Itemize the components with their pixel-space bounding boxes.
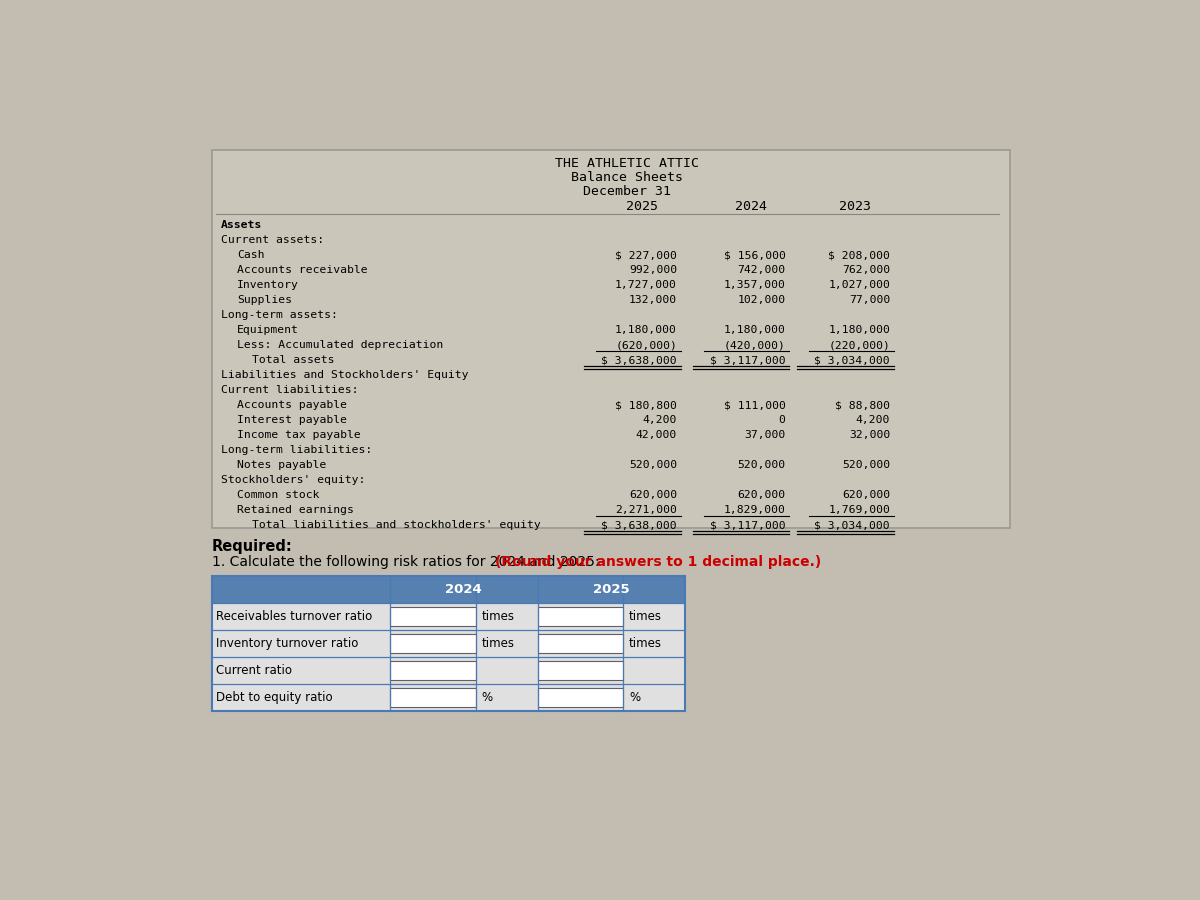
Text: 1,180,000: 1,180,000 [724,325,786,335]
Text: $ 180,800: $ 180,800 [616,400,677,410]
Text: 2025: 2025 [593,583,630,596]
Text: $ 3,638,000: $ 3,638,000 [601,356,677,365]
Text: $ 3,034,000: $ 3,034,000 [815,520,890,530]
Text: $ 111,000: $ 111,000 [724,400,786,410]
Text: Receivables turnover ratio: Receivables turnover ratio [216,610,372,623]
Text: Notes payable: Notes payable [236,460,326,471]
Bar [212,684,685,711]
Text: 0: 0 [779,415,786,425]
Text: Income tax payable: Income tax payable [236,430,360,440]
Bar [390,661,475,680]
Text: 620,000: 620,000 [629,491,677,500]
Text: Stockholders' equity:: Stockholders' equity: [221,475,366,485]
Text: 1,180,000: 1,180,000 [616,325,677,335]
Text: (Round your answers to 1 decimal place.): (Round your answers to 1 decimal place.) [496,555,822,570]
Text: 1,769,000: 1,769,000 [828,505,890,516]
Text: 620,000: 620,000 [737,491,786,500]
Text: 992,000: 992,000 [629,266,677,275]
Bar [390,634,475,653]
Text: Inventory turnover ratio: Inventory turnover ratio [216,637,359,650]
Text: 37,000: 37,000 [744,430,786,440]
Text: (620,000): (620,000) [616,340,677,350]
Text: 2024: 2024 [445,583,482,596]
Text: 1,357,000: 1,357,000 [724,280,786,290]
Text: 102,000: 102,000 [737,295,786,305]
Bar [538,688,623,707]
Text: (220,000): (220,000) [828,340,890,350]
Text: 42,000: 42,000 [636,430,677,440]
Text: (420,000): (420,000) [724,340,786,350]
Text: 2024: 2024 [734,200,767,213]
Text: 520,000: 520,000 [737,460,786,471]
Text: $ 156,000: $ 156,000 [724,250,786,260]
Text: times: times [629,637,662,650]
Text: Accounts payable: Accounts payable [236,400,347,410]
Text: 132,000: 132,000 [629,295,677,305]
Bar [538,607,623,626]
Bar [212,150,1010,527]
Text: Current liabilities:: Current liabilities: [221,385,359,395]
Text: Long-term assets:: Long-term assets: [221,310,338,320]
Text: Inventory: Inventory [236,280,299,290]
Text: Required:: Required: [212,539,293,554]
Bar [212,576,685,603]
Text: Supplies: Supplies [236,295,292,305]
Text: 2025: 2025 [626,200,658,213]
Text: 520,000: 520,000 [629,460,677,471]
Text: Current assets:: Current assets: [221,235,324,245]
Text: Interest payable: Interest payable [236,415,347,425]
Text: Cash: Cash [236,250,264,260]
Text: 1,829,000: 1,829,000 [724,505,786,516]
Text: Retained earnings: Retained earnings [236,505,354,516]
Text: Total liabilities and stockholders' equity: Total liabilities and stockholders' equi… [252,520,541,530]
Text: Balance Sheets: Balance Sheets [571,171,683,184]
Bar [212,630,685,657]
Text: 620,000: 620,000 [842,491,890,500]
Text: $ 208,000: $ 208,000 [828,250,890,260]
Text: THE ATHLETIC ATTIC: THE ATHLETIC ATTIC [556,157,700,170]
Text: Common stock: Common stock [236,491,319,500]
Text: 1,180,000: 1,180,000 [828,325,890,335]
Bar [390,607,475,626]
Text: 2,271,000: 2,271,000 [616,505,677,516]
Text: 1. Calculate the following risk ratios for 2024 and 2025:: 1. Calculate the following risk ratios f… [212,555,604,570]
Text: $ 3,638,000: $ 3,638,000 [601,520,677,530]
Bar [212,576,685,711]
Text: Assets: Assets [221,220,263,230]
Text: Less: Accumulated depreciation: Less: Accumulated depreciation [236,340,443,350]
Bar [212,657,685,684]
Text: $ 3,034,000: $ 3,034,000 [815,356,890,365]
Text: 4,200: 4,200 [643,415,677,425]
Text: 32,000: 32,000 [848,430,890,440]
Text: $ 88,800: $ 88,800 [835,400,890,410]
Text: times: times [481,637,515,650]
Text: Equipment: Equipment [236,325,299,335]
Text: 762,000: 762,000 [842,266,890,275]
Text: %: % [629,691,640,704]
Text: times: times [481,610,515,623]
Text: 1,027,000: 1,027,000 [828,280,890,290]
Text: Liabilities and Stockholders' Equity: Liabilities and Stockholders' Equity [221,370,469,380]
Text: %: % [481,691,493,704]
Bar [538,661,623,680]
Text: Current ratio: Current ratio [216,664,292,677]
Bar [538,634,623,653]
Text: December 31: December 31 [583,184,671,198]
Text: $ 227,000: $ 227,000 [616,250,677,260]
Text: 4,200: 4,200 [856,415,890,425]
Text: 1,727,000: 1,727,000 [616,280,677,290]
Text: Accounts receivable: Accounts receivable [236,266,367,275]
Bar [390,688,475,707]
Bar [212,603,685,630]
Text: Long-term liabilities:: Long-term liabilities: [221,446,372,455]
Text: times: times [629,610,662,623]
Text: Total assets: Total assets [252,356,335,365]
Text: $ 3,117,000: $ 3,117,000 [710,356,786,365]
Text: 742,000: 742,000 [737,266,786,275]
Text: 77,000: 77,000 [848,295,890,305]
Text: 520,000: 520,000 [842,460,890,471]
Text: Debt to equity ratio: Debt to equity ratio [216,691,332,704]
Text: 2023: 2023 [839,200,871,213]
Text: $ 3,117,000: $ 3,117,000 [710,520,786,530]
